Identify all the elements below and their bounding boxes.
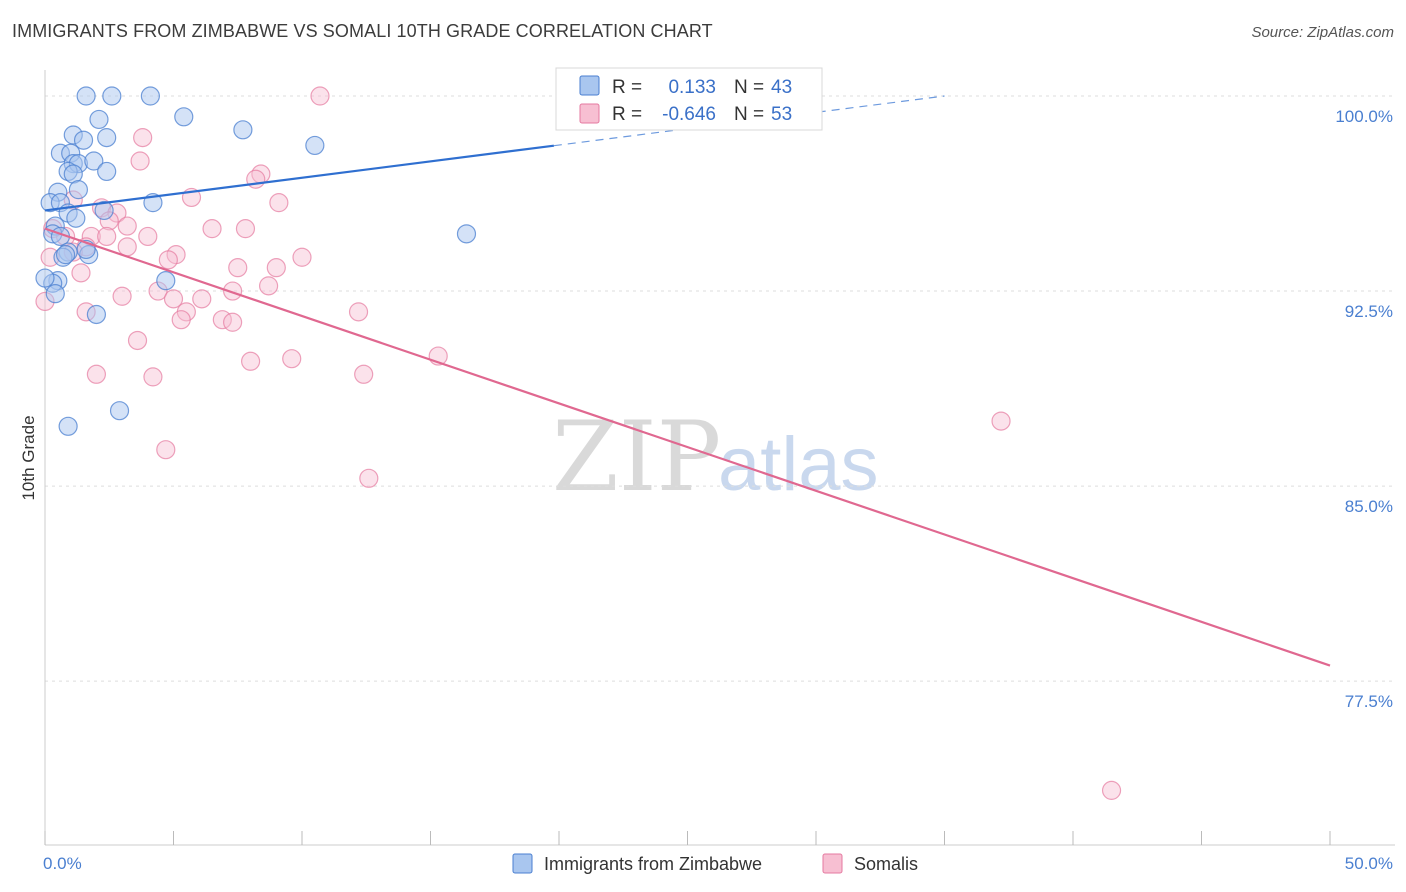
zimbabwe-points	[35, 86, 477, 436]
x-tick-labels: 0.0% 50.0%	[43, 854, 1393, 873]
somali-point	[258, 276, 279, 296]
y-tick-label: 85.0%	[1345, 497, 1393, 516]
somali-point	[127, 330, 148, 351]
zimbabwe-point	[109, 401, 130, 421]
zimbabwe-point	[58, 416, 78, 436]
somali-point	[292, 247, 312, 267]
zimbabwe-point	[35, 268, 55, 288]
legend-zimbabwe-swatch	[512, 853, 533, 874]
zimbabwe-point	[94, 200, 114, 221]
somali-point	[282, 349, 302, 369]
stats-legend-n-value-zimbabwe: 43	[771, 77, 792, 98]
zimbabwe-point	[45, 284, 65, 304]
stats-legend-box	[555, 67, 823, 131]
somali-point	[112, 286, 132, 306]
zimbabwe-point	[102, 86, 122, 106]
somali-point	[71, 263, 91, 283]
zimbabwe-point	[55, 245, 76, 265]
somali-trend-line	[44, 227, 1331, 667]
legend-somali-label: Somalis	[854, 854, 918, 874]
zimbabwe-point	[305, 135, 325, 156]
chart-title: IMMIGRANTS FROM ZIMBABWE VS SOMALI 10TH …	[12, 21, 713, 41]
stats-legend-r-label-somali: R =	[612, 104, 642, 125]
somali-point	[991, 411, 1011, 431]
zimbabwe-point	[68, 180, 89, 200]
somali-point	[156, 440, 176, 460]
y-tick-label: 100.0%	[1335, 107, 1393, 126]
y-axis-title: 10th Grade	[19, 415, 38, 500]
somali-point	[143, 367, 163, 387]
somali-point	[133, 128, 153, 148]
zimbabwe-trend-line	[44, 144, 554, 212]
zimbabwe-point	[156, 271, 176, 291]
somali-point	[266, 258, 286, 278]
watermark-zip: ZIP	[552, 401, 721, 513]
stats-legend-n-label-zimbabwe: N =	[734, 77, 764, 98]
somali-point	[86, 364, 107, 384]
zimbabwe-point	[456, 224, 477, 244]
somali-point	[359, 468, 379, 488]
somali-point	[235, 219, 256, 239]
somali-point	[117, 216, 137, 236]
zimbabwe-point	[84, 151, 104, 171]
stats-legend-r-label-zimbabwe: R =	[612, 77, 642, 98]
x-tick-label: 50.0%	[1345, 854, 1393, 873]
somali-point	[241, 351, 261, 371]
legend-somali-swatch	[822, 853, 843, 874]
somali-point	[1101, 780, 1122, 800]
zimbabwe-point	[174, 107, 194, 127]
source-label: Source: ZipAtlas.com	[1251, 24, 1394, 41]
somali-point	[163, 289, 184, 309]
somali-point	[269, 193, 289, 213]
watermark-atlas: atlas	[718, 422, 879, 507]
stats-legend-zimbabwe-swatch	[579, 75, 600, 96]
y-tick-label: 77.5%	[1345, 692, 1393, 711]
somali-point	[130, 151, 150, 171]
somali-point	[117, 237, 137, 257]
somali-point	[171, 310, 191, 330]
somali-point	[223, 312, 243, 332]
y-tick-label: 92.5%	[1345, 302, 1393, 321]
somali-point	[138, 226, 158, 247]
stats-legend: R = 0.133 N = 43 R = -0.646 N = 53	[555, 67, 823, 131]
somali-point	[348, 302, 369, 322]
zimbabwe-point	[97, 128, 117, 148]
stats-legend-r-value-somali: -0.646	[662, 104, 716, 125]
zimbabwe-point	[97, 161, 117, 182]
trend-lines	[44, 95, 1331, 667]
stats-legend-r-value-zimbabwe: 0.133	[668, 77, 716, 98]
series-legend: Immigrants from Zimbabwe Somalis	[512, 853, 918, 874]
zimbabwe-point	[233, 120, 253, 140]
somali-point	[310, 86, 330, 106]
stats-legend-n-value-somali: 53	[771, 104, 792, 125]
zimbabwe-point	[89, 109, 109, 130]
zimbabwe-point	[66, 208, 86, 228]
x-tick-label: 0.0%	[43, 854, 82, 873]
somali-point	[228, 258, 248, 278]
zimbabwe-point	[86, 304, 107, 325]
stats-legend-n-label-somali: N =	[734, 104, 764, 125]
stats-legend-somali-swatch	[579, 103, 600, 124]
y-tick-labels: 100.0% 92.5% 85.0% 77.5%	[1335, 107, 1393, 711]
somali-point	[192, 289, 212, 309]
somali-point	[97, 226, 117, 247]
somali-point	[202, 219, 222, 239]
legend-zimbabwe-label: Immigrants from Zimbabwe	[544, 854, 762, 874]
zimbabwe-point	[140, 86, 160, 106]
somali-point	[223, 281, 243, 301]
somali-point	[354, 364, 374, 384]
zimbabwe-point	[73, 130, 94, 150]
somali-point	[158, 250, 178, 270]
zimbabwe-point	[76, 86, 96, 106]
